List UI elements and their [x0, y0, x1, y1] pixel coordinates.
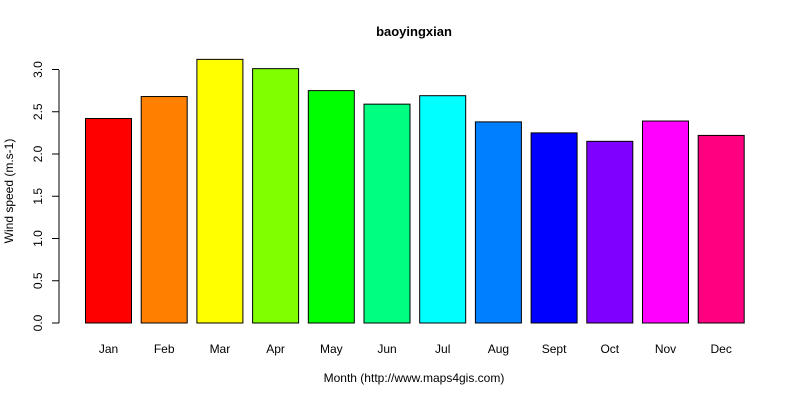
- x-tick-label: Aug: [488, 342, 509, 356]
- bar-mar: [196, 58, 244, 324]
- y-axis-label: Wind speed (m.s-1): [2, 139, 16, 244]
- bar-apr: [252, 68, 300, 324]
- x-axis-label: Month (http://www.maps4gis.com): [324, 371, 505, 385]
- y-tick-label: 3.0: [31, 61, 45, 78]
- bars-group: [85, 58, 745, 324]
- bar-dec: [697, 134, 745, 324]
- bar-sept: [530, 132, 578, 324]
- bar-may: [307, 90, 355, 324]
- x-tick-label: Nov: [655, 342, 676, 356]
- x-tick-label: Feb: [154, 342, 175, 356]
- bar-jan: [85, 118, 132, 324]
- y-tick-label: 2.5: [31, 103, 45, 120]
- y-tick-label: 1.0: [31, 230, 45, 247]
- x-tick-label: Jul: [435, 342, 450, 356]
- x-tick-label: Dec: [711, 342, 732, 356]
- y-tick-label: 0.0: [31, 314, 45, 331]
- bar-nov: [642, 120, 689, 324]
- x-tick-labels: Jan Feb Mar Apr May Jun Jul Aug Sept Oct Nov Dec: [99, 342, 732, 356]
- chart-title: baoyingxian: [376, 24, 452, 39]
- x-tick-label: Jun: [377, 342, 396, 356]
- x-tick-label: Oct: [600, 342, 619, 356]
- y-tick-label: 1.5: [31, 188, 45, 205]
- y-tick-label: 0.5: [31, 272, 45, 289]
- x-tick-label: Sept: [542, 342, 567, 356]
- bar-feb: [140, 96, 188, 324]
- x-tick-label: May: [320, 342, 343, 356]
- bar-oct: [586, 140, 634, 324]
- bar-aug: [474, 121, 522, 324]
- x-tick-label: Apr: [266, 342, 285, 356]
- bar-jun: [363, 103, 411, 324]
- bar-jul: [419, 95, 467, 324]
- x-tick-label: Jan: [99, 342, 118, 356]
- x-tick-label: Mar: [210, 342, 231, 356]
- y-axis: 0.0 0.5 1.0 1.5 2.0 2.5 3.0: [31, 61, 60, 331]
- y-tick-label: 2.0: [31, 145, 45, 162]
